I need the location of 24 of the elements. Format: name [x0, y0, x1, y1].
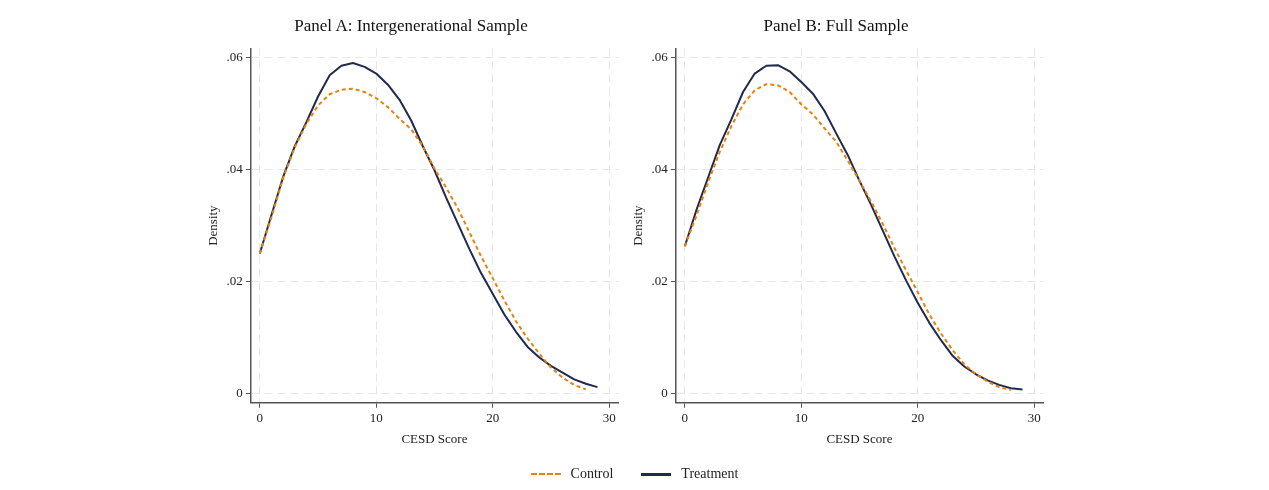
y-tick-label: 0	[236, 384, 243, 400]
y-tick-label: .04	[651, 161, 669, 177]
y-tick-label: .06	[651, 49, 669, 65]
x-axis-title: CESD Score	[826, 430, 893, 446]
legend-label: Treatment	[681, 466, 739, 482]
y-tick-label: 0	[661, 384, 668, 400]
x-tick-label: 10	[794, 410, 808, 426]
y-tick-label: .04	[226, 161, 244, 177]
x-axis-title: CESD Score	[401, 430, 468, 446]
legend-label: Control	[570, 466, 614, 482]
x-tick-label: 20	[486, 410, 500, 426]
x-tick-label: 0	[681, 410, 689, 426]
x-tick-label: 30	[602, 410, 616, 426]
x-tick-label: 10	[369, 410, 383, 426]
chart-title: Panel A: Intergenerational Sample	[294, 15, 528, 35]
y-tick-label: .06	[226, 49, 244, 65]
y-tick-label: .02	[226, 272, 243, 288]
y-axis-title: Density	[205, 204, 221, 246]
x-tick-label: 30	[1027, 410, 1041, 426]
x-tick-label: 0	[256, 410, 264, 426]
x-tick-label: 20	[911, 410, 925, 426]
y-tick-label: .02	[651, 272, 668, 288]
chart-title: Panel B: Full Sample	[763, 15, 909, 35]
y-axis-title: Density	[630, 204, 646, 246]
